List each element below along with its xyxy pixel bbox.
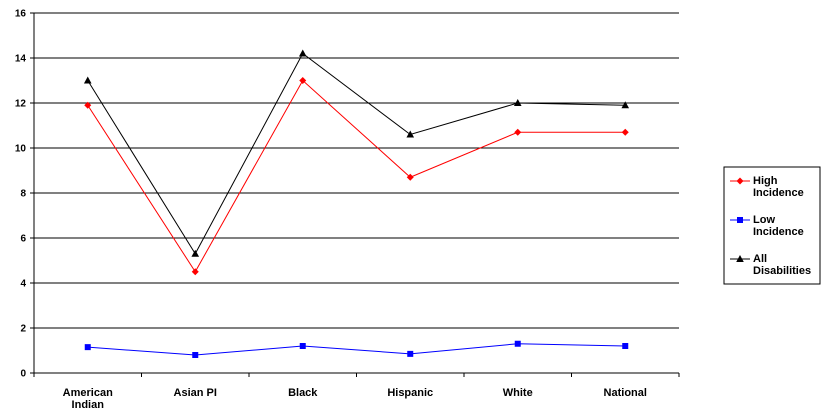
x-tick-label: Black (288, 387, 318, 399)
legend-label: High Incidence (753, 175, 804, 199)
y-tick-label: 14 (15, 54, 27, 65)
data-point (299, 77, 307, 84)
data-point (298, 49, 307, 57)
data-point (514, 340, 521, 347)
data-point (299, 343, 306, 349)
legend-swatch-marker (737, 217, 743, 223)
data-point (621, 128, 629, 136)
legend-entry: Low Incidence (730, 214, 804, 238)
y-tick-label: 12 (15, 99, 27, 110)
data-point (192, 352, 199, 358)
y-tick-label: 2 (20, 324, 26, 335)
series-line (87, 52, 626, 255)
data-point (84, 344, 91, 351)
legend-swatch-marker (736, 177, 744, 185)
legend-entry: High Incidence (730, 175, 804, 199)
series-high-incidence (84, 77, 629, 276)
y-tick-label: 10 (15, 144, 27, 155)
data-point (622, 343, 629, 349)
series-low-incidence (84, 340, 629, 358)
x-tick-label: White (503, 387, 533, 399)
x-tick-label: National (604, 387, 647, 399)
data-point (191, 268, 199, 276)
y-tick-label: 6 (20, 234, 26, 245)
data-point (83, 76, 92, 84)
legend-label: All Disabilities (753, 253, 811, 277)
series-line (87, 343, 626, 356)
axes (30, 12, 680, 377)
legend-swatch-marker (736, 255, 744, 262)
data-point (406, 130, 415, 138)
data-point (513, 99, 522, 106)
legend: High Incidence Low Incidence All Disabilities (723, 166, 821, 285)
series-line (87, 79, 626, 273)
data-point (407, 350, 414, 357)
data-point (514, 128, 522, 136)
data-point (84, 101, 92, 109)
series-all-disabilities (83, 49, 630, 257)
data-point (191, 249, 200, 257)
series-layer (83, 49, 630, 358)
gridlines (34, 12, 679, 329)
legend-label: Low Incidence (753, 214, 804, 238)
data-point (621, 101, 630, 109)
y-axis-tick-labels: 0 2 4 6 8 10 12 14 16 (15, 9, 27, 380)
x-axis-tick-labels: American Indian Asian PI Black Hispanic White… (63, 387, 647, 411)
y-tick-label: 0 (20, 369, 26, 380)
y-tick-label: 8 (20, 189, 26, 200)
x-tick-label: American Indian (63, 387, 113, 411)
legend-entry: All Disabilities (730, 253, 811, 277)
x-tick-label: Hispanic (387, 387, 433, 399)
legend-box (723, 166, 821, 285)
data-point (406, 173, 414, 181)
x-tick-label: Asian PI (174, 387, 217, 399)
y-tick-label: 16 (15, 9, 27, 20)
y-tick-label: 4 (20, 279, 26, 290)
